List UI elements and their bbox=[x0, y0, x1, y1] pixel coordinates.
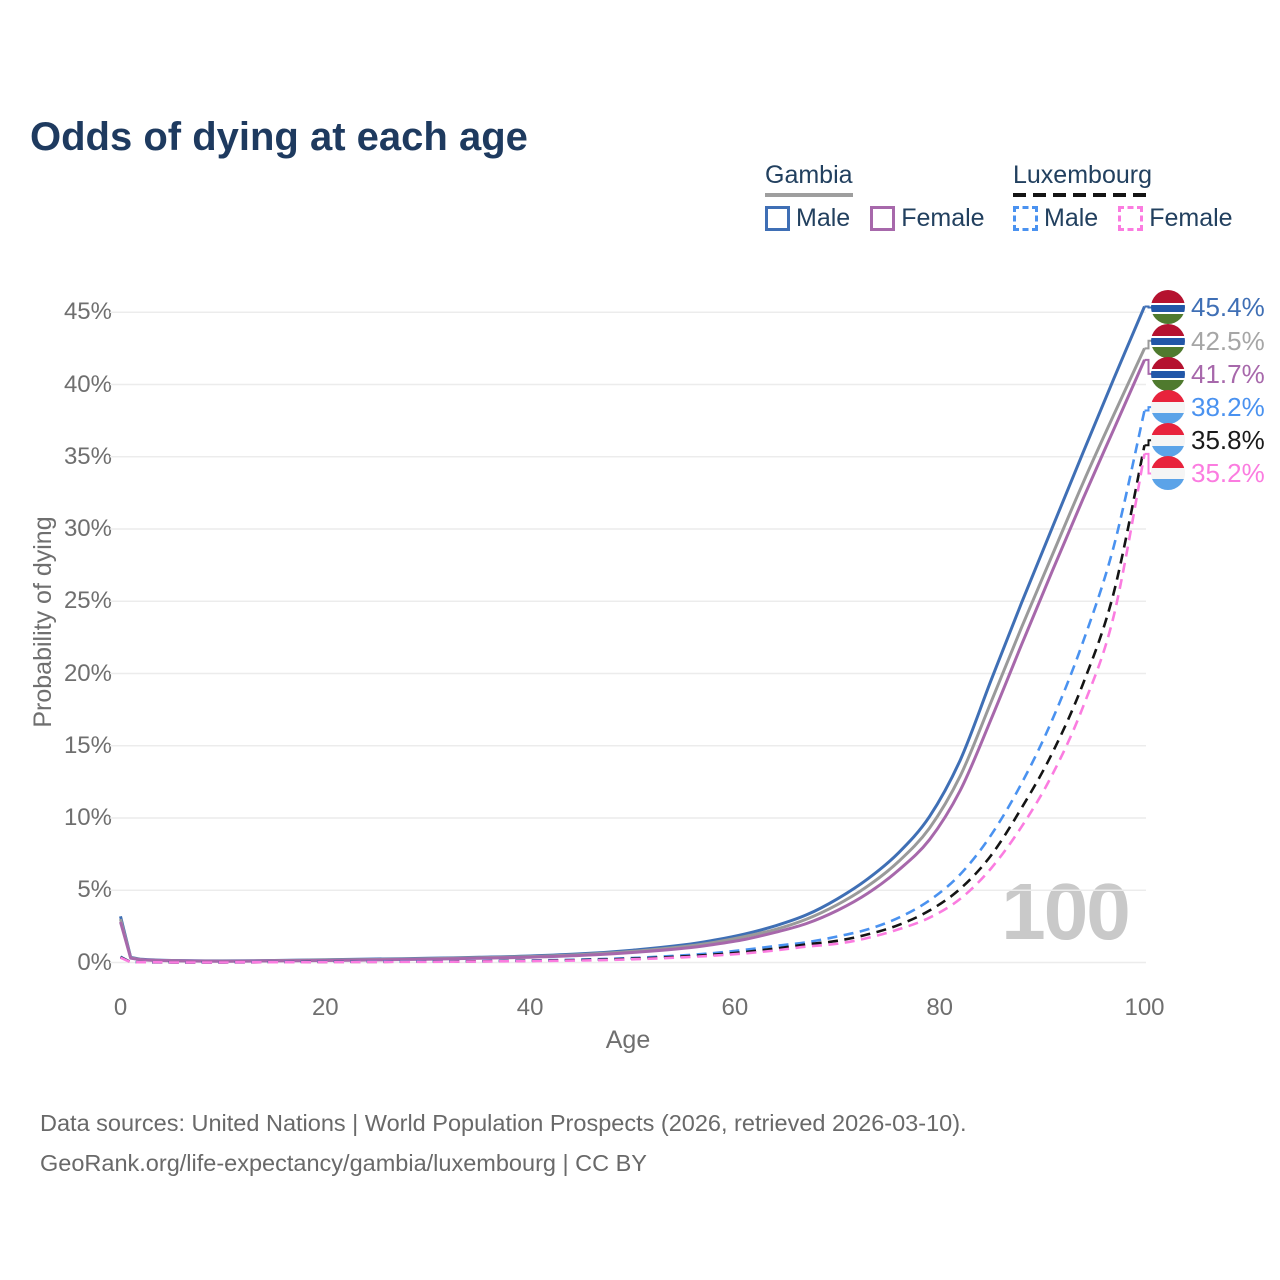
legend-group-gambia: Gambia Male Female bbox=[765, 161, 1005, 233]
footer-attribution: GeoRank.org/life-expectancy/gambia/luxem… bbox=[40, 1150, 647, 1176]
age-indicator-watermark: 100 bbox=[1001, 867, 1130, 956]
legend-item-luxembourg-female[interactable]: Female bbox=[1118, 203, 1233, 233]
series-line-gambia-female bbox=[119, 359, 1146, 963]
end-value-label-luxembourg-both-sexes: 35.8% bbox=[1191, 425, 1265, 456]
legend-item-label: Female bbox=[901, 203, 985, 232]
flag-stripe bbox=[1151, 423, 1185, 435]
legend-group-title: Luxembourg bbox=[1013, 161, 1152, 189]
y-tick-label: 45% bbox=[63, 298, 112, 326]
flag-stripe bbox=[1151, 412, 1185, 425]
page-title: Odds of dying at each age bbox=[30, 114, 528, 159]
luxembourg-flag-icon bbox=[1151, 456, 1185, 491]
legend-item-label: Male bbox=[1044, 203, 1099, 232]
y-tick-label: 30% bbox=[63, 515, 112, 542]
flag-stripe bbox=[1151, 468, 1185, 480]
end-value-label-luxembourg-female: 35.2% bbox=[1191, 458, 1265, 489]
series-line-luxembourg-female bbox=[119, 453, 1146, 964]
y-tick-label: 10% bbox=[63, 804, 112, 831]
y-tick-label: 5% bbox=[77, 876, 112, 904]
flag-stripe bbox=[1151, 369, 1185, 372]
y-tick-label: 0% bbox=[77, 948, 112, 976]
legend-items-row: Male Female bbox=[765, 204, 1005, 233]
end-value-label-gambia-female: 41.7% bbox=[1191, 358, 1265, 389]
x-tick-label: 40 bbox=[516, 994, 544, 1021]
x-tick-label: 100 bbox=[1124, 994, 1165, 1021]
flag-stripe bbox=[1151, 337, 1185, 346]
legend-swatch-luxembourg-male bbox=[1013, 205, 1038, 231]
flag-stripe bbox=[1151, 479, 1185, 491]
legend-item-gambia-male[interactable]: Male bbox=[765, 204, 850, 233]
legend-swatch-gambia-male bbox=[765, 205, 790, 231]
end-value-label-gambia-male: 45.4% bbox=[1191, 292, 1265, 323]
y-tick-label: 15% bbox=[63, 731, 112, 759]
legend-title-wrap: Gambia bbox=[765, 161, 853, 197]
flag-stripe bbox=[1151, 434, 1185, 447]
series-line-luxembourg-male bbox=[119, 410, 1146, 964]
flag-stripe bbox=[1151, 313, 1185, 325]
flag-stripe bbox=[1151, 290, 1185, 303]
y-tick-label: 35% bbox=[63, 442, 112, 470]
flag-stripe bbox=[1151, 401, 1185, 413]
luxembourg-flag-icon bbox=[1151, 423, 1185, 458]
x-axis-title: Age bbox=[605, 1026, 651, 1054]
flag-stripe bbox=[1151, 446, 1185, 458]
legend-item-luxembourg-male[interactable]: Male bbox=[1013, 204, 1098, 233]
gambia-flag-icon bbox=[1151, 290, 1185, 325]
series-line-gambia-male bbox=[119, 305, 1146, 963]
flag-stripe bbox=[1151, 347, 1185, 358]
flag-stripe bbox=[1151, 371, 1185, 379]
flag-stripe bbox=[1151, 302, 1185, 305]
flag-stripe bbox=[1151, 378, 1185, 381]
flag-stripe bbox=[1151, 380, 1185, 391]
flag-stripe bbox=[1151, 304, 1185, 312]
flag-stripe bbox=[1151, 356, 1185, 370]
legend-solid-underline bbox=[765, 192, 853, 197]
y-tick-label: 20% bbox=[63, 659, 112, 687]
x-tick-label: 80 bbox=[926, 994, 954, 1021]
end-value-label-gambia-both-sexes: 42.5% bbox=[1191, 325, 1265, 356]
legend-items-row: Male Female bbox=[1013, 204, 1253, 233]
legend-title-wrap: Luxembourg bbox=[1013, 161, 1152, 197]
legend-item-label: Male bbox=[796, 203, 851, 232]
flag-stripe bbox=[1151, 335, 1185, 338]
footer-data-sources: Data sources: United Nations | World Pop… bbox=[40, 1110, 967, 1136]
legend-swatch-luxembourg-female bbox=[1118, 205, 1144, 231]
flag-stripe bbox=[1151, 345, 1185, 348]
legend-group-luxembourg: Luxembourg Male Female bbox=[1013, 161, 1253, 233]
flag-stripe bbox=[1151, 323, 1185, 336]
y-tick-label: 25% bbox=[63, 587, 112, 615]
legend-item-label: Female bbox=[1149, 203, 1233, 232]
x-tick-label: 20 bbox=[311, 994, 339, 1021]
flag-stripe bbox=[1151, 390, 1185, 402]
flag-stripe bbox=[1151, 311, 1185, 314]
luxembourg-flag-icon bbox=[1151, 390, 1185, 425]
x-tick-label: 60 bbox=[721, 994, 749, 1021]
x-tick-label: 0 bbox=[113, 994, 128, 1021]
legend-dashed-underline bbox=[1013, 192, 1152, 197]
legend-swatch-gambia-female bbox=[870, 205, 896, 231]
gambia-flag-icon bbox=[1151, 356, 1185, 391]
end-value-label-luxembourg-male: 38.2% bbox=[1191, 392, 1265, 423]
legend-item-gambia-female[interactable]: Female bbox=[870, 203, 985, 233]
flag-stripe bbox=[1151, 456, 1185, 469]
gambia-flag-icon bbox=[1151, 323, 1185, 358]
y-tick-label: 40% bbox=[63, 370, 112, 398]
legend-group-title: Gambia bbox=[765, 161, 853, 189]
